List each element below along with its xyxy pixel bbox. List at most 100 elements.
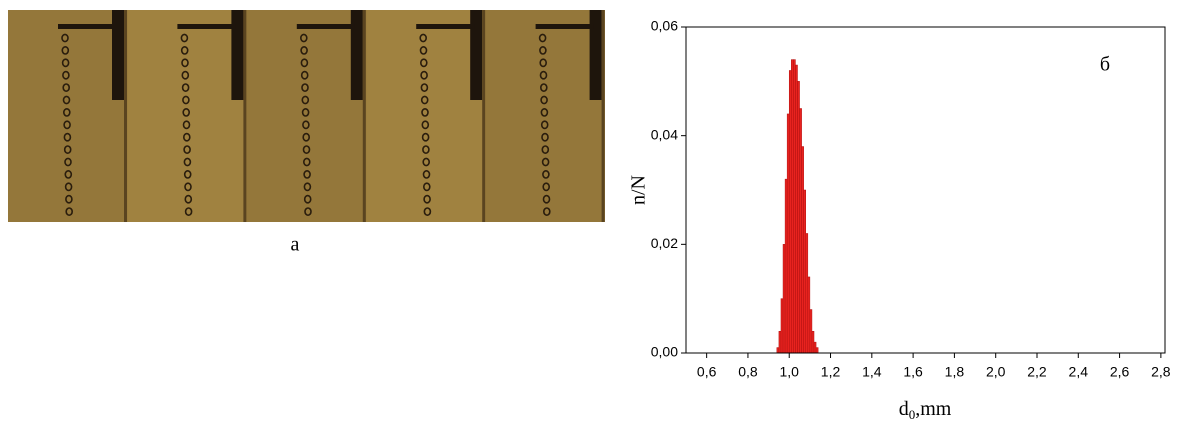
droplet (539, 58, 548, 68)
droplet (61, 58, 70, 68)
x-label-main: d (899, 398, 909, 420)
bar (815, 347, 819, 354)
droplet (183, 157, 192, 167)
droplet (181, 58, 189, 68)
droplet (539, 46, 547, 55)
droplet (299, 33, 308, 43)
droplet (182, 108, 190, 117)
bar (780, 298, 784, 354)
droplet (301, 95, 310, 105)
droplet (63, 145, 72, 154)
nozzle (231, 10, 244, 100)
droplet (419, 58, 428, 68)
droplet (419, 46, 428, 55)
droplet (542, 182, 551, 192)
nozzle (470, 10, 483, 100)
y-tick-label: 0,00 (651, 344, 678, 360)
droplet (542, 194, 551, 204)
nozzle-arm (177, 24, 236, 29)
droplet (181, 70, 190, 80)
droplet (422, 169, 431, 179)
droplet (183, 169, 192, 179)
droplet (184, 207, 193, 216)
droplet (180, 46, 189, 55)
droplet (183, 145, 191, 154)
x-tick-label: 2,0 (986, 364, 1006, 380)
droplet (300, 70, 309, 80)
bar (795, 64, 798, 354)
bar (803, 189, 807, 354)
bar (811, 331, 815, 354)
droplet (542, 207, 551, 216)
droplet (303, 169, 311, 179)
droplet (540, 120, 549, 130)
droplet (301, 108, 310, 117)
droplet (420, 70, 428, 80)
x-axis-label: d0,mm (899, 398, 952, 422)
droplet (61, 33, 69, 43)
y-axis-label: n/N (628, 175, 650, 205)
panel-label: б (1100, 54, 1110, 76)
droplet (422, 157, 431, 167)
nozzle-arm (296, 24, 355, 29)
droplet (64, 169, 73, 179)
droplet (540, 108, 549, 117)
droplet (539, 70, 548, 80)
nozzle-edge (601, 10, 605, 222)
x-tick-label: 2,8 (1151, 364, 1171, 380)
nozzle (589, 10, 602, 100)
droplet (421, 120, 430, 130)
droplet (64, 157, 72, 167)
bar (778, 331, 782, 354)
bar (788, 70, 792, 354)
droplet (62, 70, 70, 80)
x-tick-label: 2,6 (1110, 364, 1130, 380)
droplet (302, 157, 311, 167)
y-tick-label: 0,02 (651, 235, 678, 251)
x-tick-label: 1,8 (945, 364, 965, 380)
droplet (303, 182, 312, 192)
droplet (542, 169, 550, 179)
bar (784, 178, 788, 354)
droplet (539, 83, 548, 92)
droplet (540, 95, 548, 105)
droplet (421, 108, 429, 117)
droplet (63, 120, 71, 130)
droplet (301, 83, 309, 92)
bar (807, 276, 811, 354)
bar (799, 108, 802, 354)
droplet (181, 83, 190, 92)
nozzle-arm (416, 24, 475, 29)
droplet (65, 207, 73, 216)
droplet (419, 33, 428, 43)
photo (8, 10, 605, 222)
droplet (63, 132, 72, 142)
droplet (423, 207, 432, 216)
droplet (63, 108, 71, 117)
x-tick-label: 1,4 (862, 364, 882, 380)
nozzle (112, 10, 124, 100)
nozzle-arm (58, 24, 116, 29)
bar (801, 146, 804, 354)
droplet (538, 33, 547, 43)
nozzle-arm (535, 24, 594, 29)
x-tick-label: 1,0 (779, 364, 799, 380)
droplet (65, 194, 73, 204)
nozzle-edge (124, 10, 127, 222)
bar (813, 341, 817, 354)
droplet (303, 194, 312, 204)
droplet (423, 194, 431, 204)
y-tick-label: 0,06 (651, 18, 678, 34)
y-tick-label: 0,04 (651, 126, 678, 142)
bar (797, 81, 800, 354)
droplet (541, 157, 550, 167)
bar (786, 113, 790, 354)
nozzle-edge (362, 10, 366, 222)
bar (791, 59, 794, 354)
droplet (420, 95, 429, 105)
droplet (420, 83, 429, 92)
bar (805, 233, 809, 354)
droplet (302, 120, 310, 130)
x-tick-label: 0,6 (697, 364, 717, 380)
nozzle-edge (243, 10, 247, 222)
